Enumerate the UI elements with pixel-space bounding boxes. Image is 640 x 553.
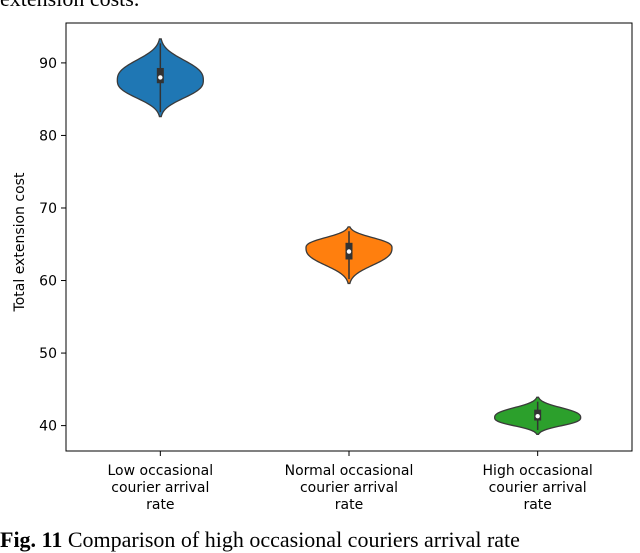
x-tick-label-line: rate xyxy=(523,497,551,513)
y-tick-label-60: 60 xyxy=(39,274,57,290)
violin-median-0 xyxy=(158,75,163,80)
y-axis-label: Total extension cost xyxy=(12,172,28,312)
y-tick-label-40: 40 xyxy=(39,419,57,435)
x-tick-label-line: Normal occasional xyxy=(285,463,414,479)
violin-median-1 xyxy=(346,249,352,254)
x-tick-label-1: Normal occasional courier arrival rate xyxy=(285,463,414,513)
x-tick-label-line: courier arrival xyxy=(111,480,209,496)
x-tick-label-line: courier arrival xyxy=(300,480,398,496)
x-tick-label-line: High occasional xyxy=(483,463,593,479)
y-tick-label-90: 90 xyxy=(39,56,57,72)
caption-text: Comparison of high occasional couriers a… xyxy=(67,527,520,552)
y-tick-label-70: 70 xyxy=(39,201,57,217)
figure-caption: Fig. 11 Comparison of high occasional co… xyxy=(0,527,520,553)
y-tick-label-80: 80 xyxy=(39,128,57,144)
x-tick-label-line: rate xyxy=(335,497,363,513)
x-tick-label-line: Low occasional xyxy=(108,463,214,479)
preceding-text: extension costs. xyxy=(0,0,139,12)
x-tick-label-line: courier arrival xyxy=(489,480,587,496)
x-tick-label-line: rate xyxy=(146,497,174,513)
caption-figure-number: Fig. 11 xyxy=(0,527,63,552)
y-tick-label-50: 50 xyxy=(39,346,57,362)
x-tick-label-2: High occasional courier arrival rate xyxy=(483,463,593,513)
violin-median-2 xyxy=(535,413,540,419)
x-tick-label-0: Low occasional courier arrival rate xyxy=(108,463,214,513)
